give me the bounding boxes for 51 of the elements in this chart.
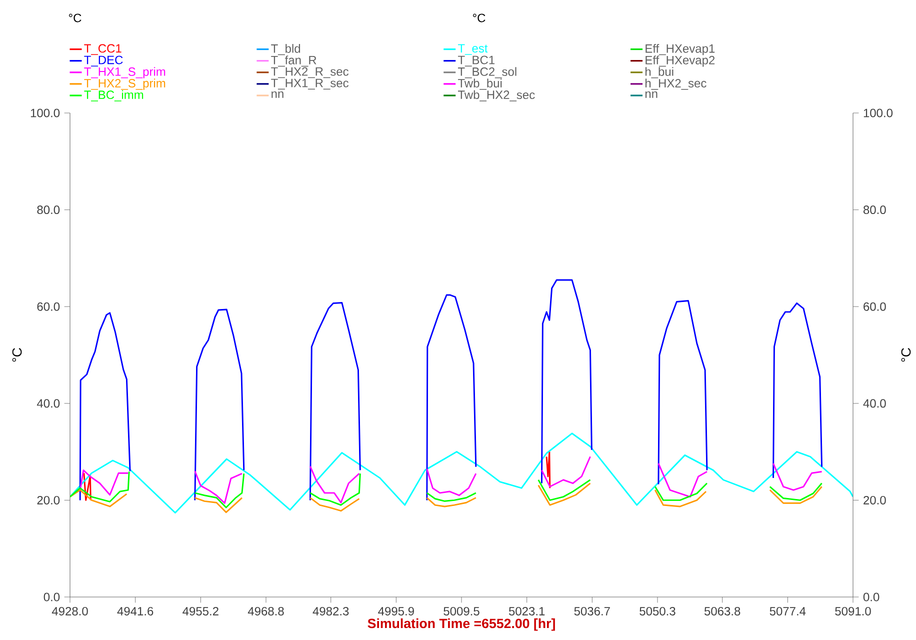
y2-tick-label: 0.0 bbox=[863, 592, 880, 602]
x-tick-label: 4968.8 bbox=[248, 606, 284, 616]
x-tick-label: 5063.8 bbox=[704, 606, 740, 616]
y-tick-label: 40.0 bbox=[36, 399, 60, 408]
y-tick-label: 0.0 bbox=[44, 592, 60, 602]
legend-label: T_HX1_S_prim bbox=[84, 67, 166, 78]
y-tick-label: 60.0 bbox=[37, 302, 60, 311]
legend-label: T_BC2_sol bbox=[458, 67, 516, 78]
text: °C bbox=[68, 14, 82, 22]
legend-label: T_HX1_R_sec bbox=[271, 78, 349, 90]
x-tick-label: 5036.7 bbox=[574, 606, 610, 616]
y-tick-label: 100.0 bbox=[30, 108, 60, 118]
x-axis-title: Simulation Time =6552.00 [hr] bbox=[368, 618, 555, 631]
legend-label: nn bbox=[645, 91, 658, 98]
x-tick-label: 5009.5 bbox=[444, 606, 480, 616]
legend-label: Eff_HXevap2 bbox=[646, 56, 715, 67]
x-tick-label: 4955.2 bbox=[182, 606, 218, 616]
legend-label: T_DEC bbox=[84, 56, 123, 66]
legend-label: T_fan_R bbox=[271, 56, 316, 67]
legend-label: Eff_HXevap1 bbox=[646, 44, 715, 56]
x-tick-label: 4982.3 bbox=[312, 606, 349, 616]
y-tick-label: 80.0 bbox=[37, 206, 60, 214]
y2-tick-label: 80.0 bbox=[864, 206, 886, 214]
y-axis-title: °C bbox=[12, 348, 22, 362]
y-tick-label: 20.0 bbox=[37, 496, 60, 504]
y2-tick-label: 40.0 bbox=[863, 399, 886, 408]
legend-label: T_BC_imm bbox=[84, 90, 144, 102]
y2-tick-label: 20.0 bbox=[864, 496, 886, 504]
y2-axis-title: °C bbox=[901, 348, 911, 362]
x-tick-label: 5023.1 bbox=[508, 606, 545, 616]
legend-label: T_est bbox=[458, 44, 488, 55]
y2-tick-label: 60.0 bbox=[864, 302, 886, 311]
line-series bbox=[70, 432, 854, 514]
legend-label: T_CC1 bbox=[84, 44, 122, 55]
y2-tick-label: 100.0 bbox=[864, 108, 893, 118]
x-tick-label: 5050.3 bbox=[640, 606, 676, 616]
x-tick-label: 5091.0 bbox=[835, 606, 871, 616]
legend-label: T_bld bbox=[271, 44, 300, 56]
x-tick-label: 5077.4 bbox=[770, 606, 806, 616]
legend-label: T_HX2_S_prim bbox=[84, 78, 166, 90]
legend-label: Twb_HX2_sec bbox=[458, 90, 535, 102]
text: °C bbox=[472, 14, 486, 22]
legend-label: T_BC1 bbox=[458, 56, 494, 66]
legend-label: Twb_bui bbox=[458, 78, 502, 90]
legend-label: h_bui bbox=[646, 67, 674, 78]
legend-label: h_HX2_sec bbox=[646, 78, 706, 90]
x-tick-label: 4941.6 bbox=[117, 606, 154, 616]
legend-label: nn bbox=[272, 91, 284, 98]
x-tick-label: 4995.9 bbox=[378, 606, 414, 616]
legend-label: T_HX2_R_sec bbox=[271, 67, 349, 78]
x-tick-label: 4928.0 bbox=[52, 606, 88, 616]
